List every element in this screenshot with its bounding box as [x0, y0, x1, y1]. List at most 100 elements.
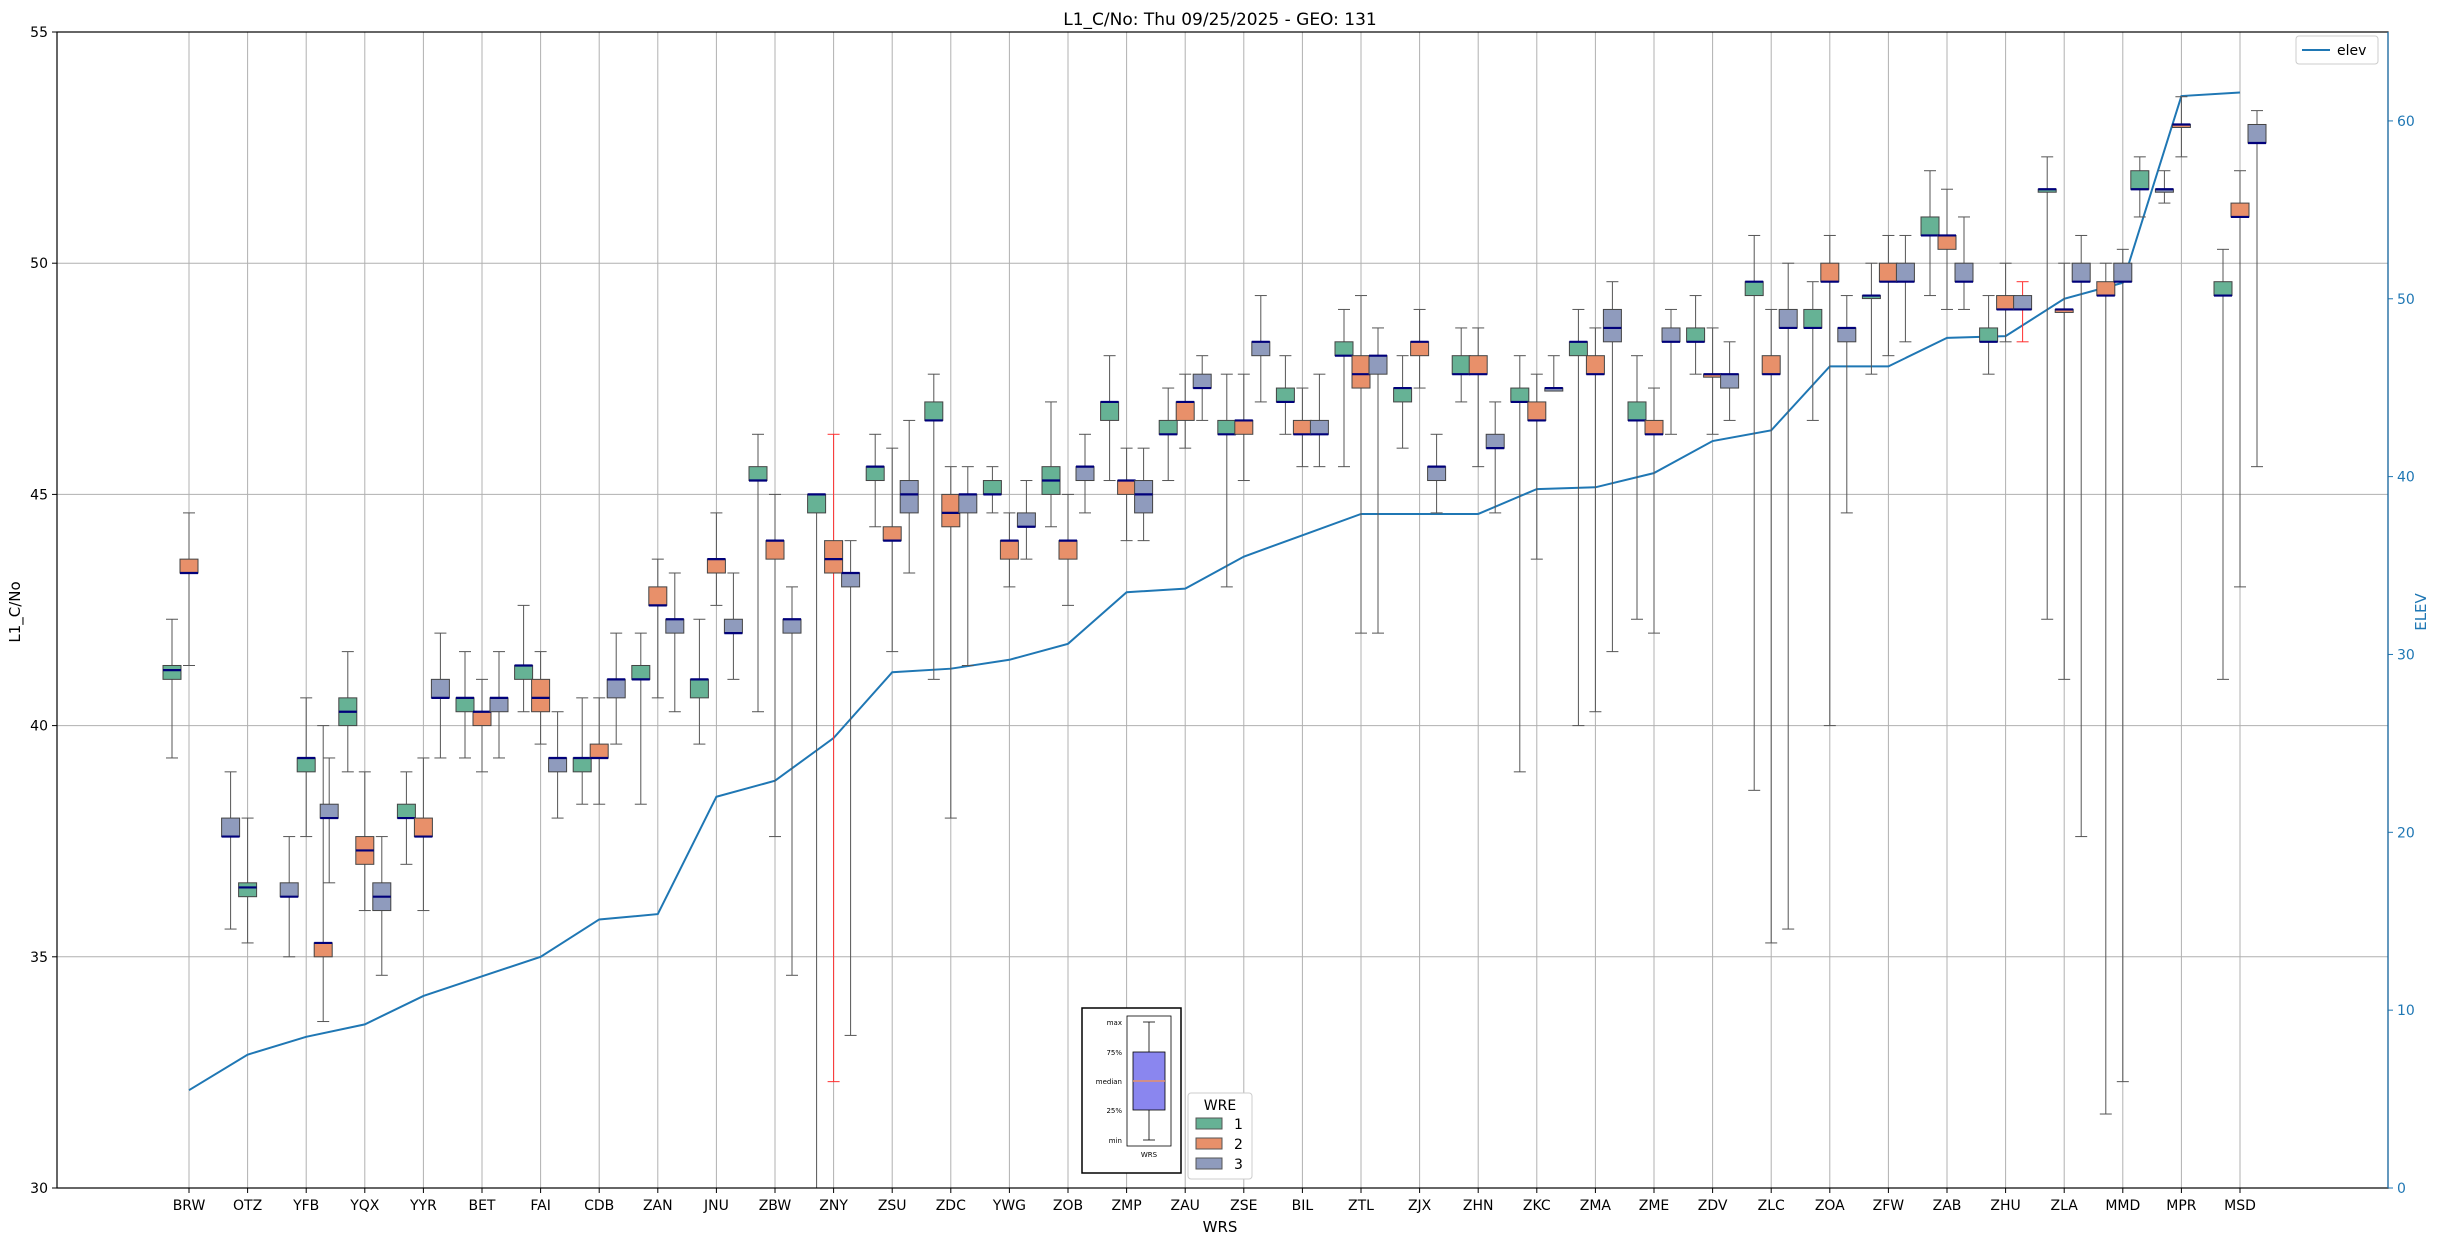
box-YFB-wre2 — [313, 725, 333, 1023]
y-tick-label: 45 — [30, 487, 48, 503]
box-iqr — [1920, 216, 1940, 236]
box-iqr — [238, 882, 258, 898]
box-iqr — [1744, 281, 1764, 297]
box-BIL-wre3 — [1309, 373, 1329, 468]
y2-tick-label: 60 — [2397, 114, 2415, 130]
wre-legend-swatch-1 — [1195, 1117, 1223, 1130]
box-iqr — [413, 817, 433, 838]
box-iqr — [1627, 401, 1647, 421]
box-ZLC-wre3 — [1778, 262, 1798, 930]
box-MPR-wre3 — [2154, 170, 2174, 204]
box-YYR-wre2 — [413, 757, 433, 912]
box-ZTL-wre2 — [1351, 295, 1371, 634]
box-iqr — [899, 480, 919, 514]
box-BRW-wre1 — [162, 618, 182, 759]
box-YYR-wre3 — [430, 632, 450, 759]
box-iqr — [1568, 341, 1588, 357]
box-iqr — [1292, 419, 1312, 435]
box-iqr — [1485, 433, 1505, 449]
box-ZLA-wre2 — [2054, 262, 2074, 680]
y2-tick-label: 40 — [2397, 470, 2415, 486]
box-iqr — [296, 757, 316, 773]
x-tick-label: ZAU — [1170, 1198, 1199, 1214]
box-ZBW-wre2 — [765, 493, 785, 838]
box-iqr — [2213, 281, 2233, 297]
box-ZHU-wre2 — [1996, 262, 2016, 343]
x-tick-label: BET — [468, 1198, 495, 1214]
box-iqr — [1217, 419, 1237, 435]
box-iqr — [1234, 419, 1254, 435]
x-tick-label: ZOA — [1815, 1198, 1845, 1214]
box-iqr — [1275, 387, 1295, 403]
inset-label-q3: 75% — [1106, 1049, 1122, 1057]
box-iqr — [924, 401, 944, 421]
box-MPR-wre2 — [2171, 96, 2191, 158]
box-iqr — [1334, 341, 1354, 357]
box-BET-wre2 — [472, 678, 492, 773]
box-YWG-wre2 — [999, 512, 1019, 588]
box-BIL-wre2 — [1292, 387, 1312, 468]
box-iqr — [807, 493, 827, 514]
y2-tick-label: 10 — [2397, 1003, 2415, 1019]
box-explanation-inset: max 75% median 25% min WRS — [1081, 1007, 1182, 1174]
box-iqr — [1803, 308, 1823, 329]
y2-tick-label: 0 — [2397, 1181, 2406, 1197]
x-tick-label: YQX — [349, 1198, 380, 1214]
box-iqr — [572, 757, 592, 773]
box-iqr — [1979, 327, 1999, 343]
box-ZSU-wre1 — [865, 433, 885, 528]
box-ZMP-wre1 — [1100, 355, 1120, 482]
x-tick-label: FAI — [530, 1198, 550, 1214]
box-CDB-wre2 — [589, 697, 609, 805]
box-ZDV-wre3 — [1720, 341, 1740, 421]
box-YQX-wre2 — [355, 771, 375, 912]
box-iqr — [648, 586, 668, 606]
box-iqr — [489, 697, 509, 713]
box-iqr — [631, 664, 651, 680]
wre-legend: WRE 1 2 3 — [1187, 1092, 1253, 1180]
box-ZAU-wre3 — [1192, 355, 1212, 421]
x-tick-label: CDB — [584, 1198, 614, 1214]
box-iqr — [841, 572, 861, 588]
box-ZLA-wre3 — [2071, 234, 2091, 838]
x-axis-label: WRS — [1203, 1218, 1238, 1236]
box-iqr — [1644, 419, 1664, 435]
box-ZSE-wre3 — [1251, 295, 1271, 403]
box-iqr — [455, 697, 475, 713]
wre-legend-label-2: 2 — [1234, 1137, 1243, 1153]
box-iqr — [1410, 341, 1430, 357]
box-ZKC-wre2 — [1527, 373, 1547, 560]
box-ZAN-wre1 — [631, 632, 651, 805]
box-iqr — [882, 526, 902, 542]
inset-caption: WRS — [1141, 1151, 1158, 1159]
box-BET-wre1 — [455, 651, 475, 759]
box-FAI-wre3 — [548, 711, 568, 819]
box-ZAN-wre2 — [648, 558, 668, 699]
box-YQX-wre3 — [372, 836, 392, 976]
box-ZAU-wre1 — [1158, 387, 1178, 482]
box-iqr — [313, 942, 333, 958]
box-ZDC-wre2 — [941, 466, 961, 819]
elev-legend-frame — [2295, 35, 2379, 65]
box-BIL-wre1 — [1275, 355, 1295, 435]
box-iqr — [824, 540, 844, 574]
box-MSD-wre1 — [2213, 248, 2233, 680]
box-iqr — [2113, 262, 2133, 283]
x-tick-label: OTZ — [233, 1198, 262, 1214]
elev-legend-label: elev — [2337, 43, 2366, 59]
x-tick-label: YWG — [992, 1198, 1026, 1214]
box-ZOA-wre1 — [1803, 281, 1823, 421]
x-tick-label: ZTL — [1348, 1198, 1374, 1214]
box-MSD-wre3 — [2247, 110, 2267, 468]
box-iqr — [179, 558, 199, 574]
box-ZLC-wre1 — [1744, 234, 1764, 791]
box-ZHU-wre3 — [2013, 281, 2033, 343]
box-BRW-wre2 — [179, 512, 199, 666]
box-ZTL-wre1 — [1334, 308, 1354, 468]
box-iqr — [1251, 341, 1271, 357]
x-tick-label: ZSE — [1230, 1198, 1257, 1214]
box-ZFW-wre2 — [1878, 234, 1898, 357]
box-iqr — [162, 664, 182, 680]
box-iqr — [2096, 281, 2116, 297]
